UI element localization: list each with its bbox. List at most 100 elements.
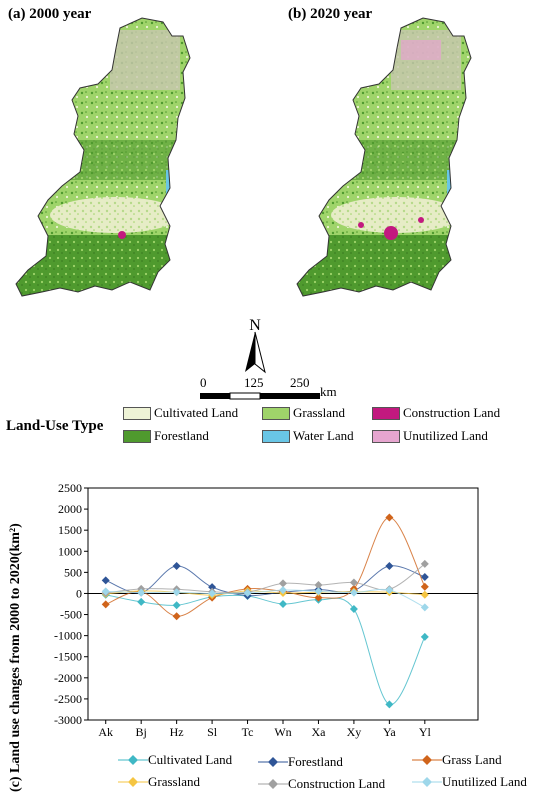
data-point bbox=[385, 562, 394, 571]
data-point bbox=[243, 591, 252, 600]
x-tick-label: Sl bbox=[207, 725, 218, 739]
series-line-4 bbox=[105, 563, 426, 594]
y-tick-label: 1500 bbox=[58, 523, 82, 537]
legend-item-grassland: Grassland bbox=[262, 405, 345, 421]
data-point bbox=[349, 588, 358, 597]
legend-label: Water Land bbox=[293, 428, 354, 443]
y-tick-label: -2500 bbox=[54, 692, 82, 706]
y-tick-label: 0 bbox=[76, 586, 82, 600]
data-point bbox=[101, 587, 110, 596]
y-tick-label: -1500 bbox=[54, 650, 82, 664]
legend-marker-icon bbox=[258, 757, 288, 767]
chart-legend-label: Forestland bbox=[288, 754, 343, 769]
y-tick-label: -1000 bbox=[54, 629, 82, 643]
scale-unit: km bbox=[320, 384, 337, 399]
data-point bbox=[279, 586, 287, 595]
y-tick-label: 1000 bbox=[58, 544, 82, 558]
legend-item-water: Water Land bbox=[262, 428, 354, 444]
map-2000 bbox=[16, 18, 190, 296]
data-point bbox=[349, 586, 358, 595]
water-swatch bbox=[262, 429, 290, 443]
data-point bbox=[101, 600, 110, 609]
data-point bbox=[101, 589, 110, 598]
legend-label: Grassland bbox=[293, 405, 345, 420]
data-point bbox=[137, 597, 146, 606]
x-tick-label: Yl bbox=[419, 725, 432, 739]
forestland-swatch bbox=[123, 429, 151, 443]
data-point bbox=[349, 584, 358, 593]
x-tick-label: Ak bbox=[98, 725, 113, 739]
chart-legend-grass-land: Grass Land bbox=[412, 752, 502, 768]
x-tick-label: Xy bbox=[347, 725, 362, 739]
scale-label-125: 125 bbox=[244, 375, 264, 390]
map-title-2000: (a) 2000 year bbox=[8, 6, 92, 22]
x-tick-label: Bj bbox=[136, 725, 147, 739]
series-line-5 bbox=[105, 588, 426, 608]
data-point bbox=[420, 590, 429, 599]
data-point bbox=[314, 593, 323, 602]
data-point bbox=[279, 588, 287, 597]
scale-label-250: 250 bbox=[290, 375, 310, 390]
legend-marker-icon bbox=[258, 779, 288, 789]
series-line-2 bbox=[105, 517, 426, 617]
y-axis-title: (c) Land use changes from 2000 to 2020(k… bbox=[8, 523, 23, 792]
chart-legend-cultivated: Cultivated Land bbox=[118, 752, 232, 768]
data-point bbox=[385, 588, 394, 597]
chart-legend-unutilized: Unutilized Land bbox=[412, 774, 527, 790]
data-point bbox=[172, 601, 181, 610]
x-tick-label: Ya bbox=[383, 725, 396, 739]
chart-legend-label: Grassland bbox=[148, 774, 200, 789]
legend-item-forestland: Forestland bbox=[123, 428, 209, 444]
data-point bbox=[420, 603, 429, 612]
data-point bbox=[208, 583, 217, 592]
chart-legend-forestland: Forestland bbox=[258, 754, 343, 770]
y-tick-label: -2000 bbox=[54, 671, 82, 685]
data-point bbox=[137, 588, 146, 597]
data-point bbox=[385, 585, 394, 594]
data-point bbox=[314, 581, 323, 590]
data-point bbox=[208, 593, 217, 602]
y-tick-label: 500 bbox=[64, 565, 82, 579]
plot-frame bbox=[87, 487, 479, 721]
cultivated-swatch bbox=[123, 406, 151, 420]
data-point bbox=[420, 632, 429, 641]
data-point bbox=[420, 582, 429, 591]
legend-label: Construction Land bbox=[403, 405, 501, 420]
data-point bbox=[137, 588, 146, 597]
data-point bbox=[243, 589, 252, 598]
data-point bbox=[101, 590, 110, 599]
legend-item-cultivated: Cultivated Land bbox=[123, 405, 238, 421]
series-line-0 bbox=[105, 594, 426, 705]
chart-legend-label: Construction Land bbox=[288, 776, 386, 791]
x-tick-label: Xa bbox=[311, 725, 326, 739]
data-point bbox=[101, 576, 110, 585]
series-line-3 bbox=[105, 590, 425, 596]
data-point bbox=[385, 513, 394, 522]
chart-legend-label: Unutilized Land bbox=[442, 774, 527, 789]
data-point bbox=[208, 587, 217, 596]
x-tick-label: Tc bbox=[242, 725, 254, 739]
data-point bbox=[385, 700, 394, 709]
legend-marker-icon bbox=[412, 755, 442, 765]
grassland-swatch bbox=[262, 406, 290, 420]
data-point bbox=[208, 591, 217, 600]
data-point bbox=[349, 587, 358, 596]
data-point bbox=[420, 559, 429, 568]
map-2020 bbox=[297, 18, 471, 296]
north-arrow-icon bbox=[245, 331, 266, 374]
data-point bbox=[279, 589, 287, 598]
chart-legend-label: Grass Land bbox=[442, 752, 502, 767]
legend-title: Land-Use Type bbox=[6, 418, 104, 434]
y-tick-label: 2000 bbox=[58, 502, 82, 516]
legend-label: Cultivated Land bbox=[154, 405, 239, 420]
x-tick-label: Wn bbox=[274, 725, 291, 739]
data-point bbox=[314, 585, 323, 594]
north-label: N bbox=[249, 317, 261, 334]
data-point bbox=[349, 578, 358, 587]
map-title-2020: (b) 2020 year bbox=[288, 6, 373, 22]
legend-label: Forestland bbox=[154, 428, 209, 443]
legend-marker-icon bbox=[118, 755, 148, 765]
scale-label-0: 0 bbox=[200, 375, 207, 390]
data-point bbox=[243, 591, 252, 600]
maps-figure: N bbox=[15, 17, 472, 400]
